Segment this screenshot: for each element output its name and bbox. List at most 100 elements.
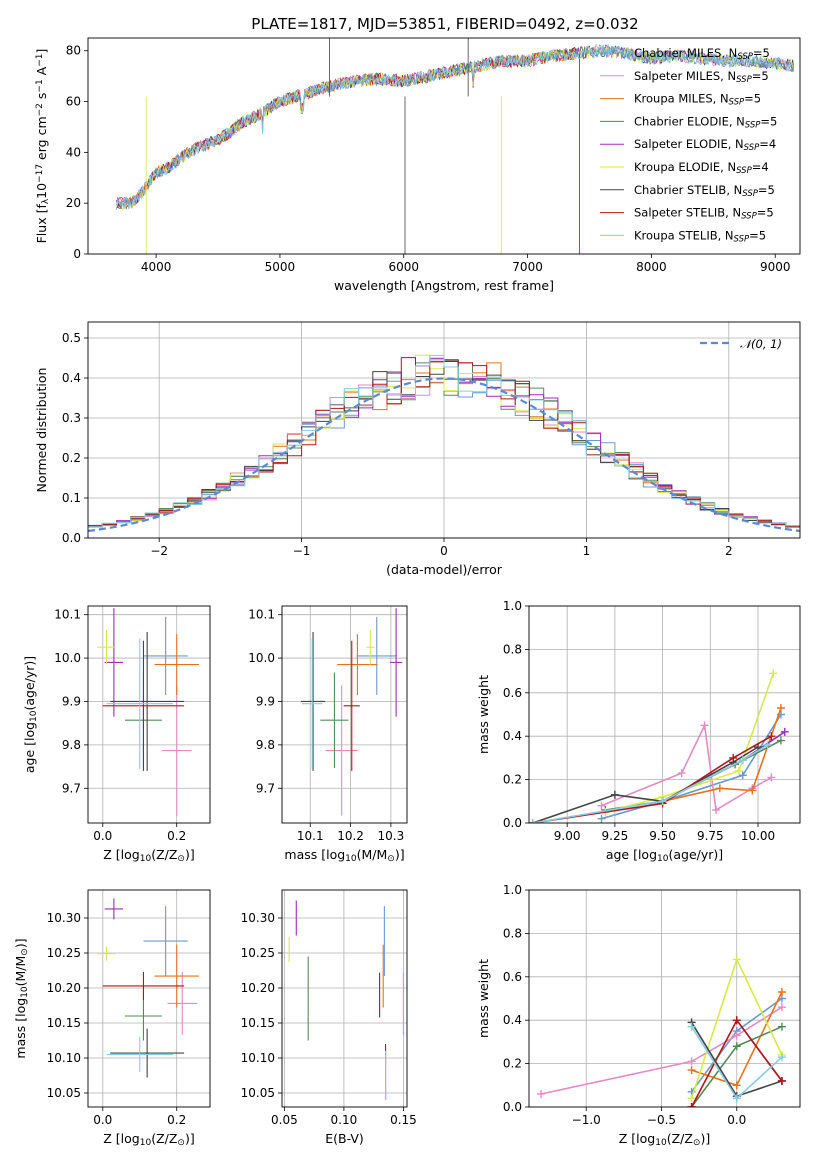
x-axis-label: Z [log10(Z/Z⊙)] <box>103 1131 194 1148</box>
weight-marker <box>537 1089 546 1098</box>
x-tick-label: 0 <box>440 544 448 558</box>
y-tick-label: 10.15 <box>47 1016 81 1030</box>
weight-marker <box>763 740 772 749</box>
panel-age-vs-z: 0.0 0.2 9.7 9.8 9.9 10.0 10.1 Z [log10(Z/Z⊙)] ag… <box>22 605 211 864</box>
legend-label: 𝒩(0, 1) <box>740 337 782 351</box>
weight-marker <box>776 736 785 745</box>
y-axis-label: mass weight <box>476 959 491 1038</box>
x-tick-label: 10.1 <box>297 829 324 843</box>
weight-marker <box>687 1094 696 1103</box>
weight-marker <box>777 987 786 996</box>
legend-label: Salpeter MILES, NSSP=5 <box>634 69 769 85</box>
x-tick-label: 0.0 <box>93 829 112 843</box>
y-tick-label: 0.0 <box>503 816 522 830</box>
x-tick-label: 0.05 <box>271 1113 298 1127</box>
x-tick-label: 9.25 <box>602 829 629 843</box>
x-axis-label: Z [log10(Z/Z⊙)] <box>619 1131 710 1148</box>
x-tick-label: 0.2 <box>167 829 186 843</box>
y-tick-label: 40 <box>66 145 81 159</box>
y-axis-label: Flux [fλ10−17 erg cm−2 s−1 A−1] <box>34 49 51 244</box>
legend-label: Salpeter STELIB, NSSP=5 <box>634 206 774 222</box>
x-tick-label: 5000 <box>265 260 296 274</box>
weight-marker <box>738 771 747 780</box>
legend-label: Kroupa STELIB, NSSP=5 <box>634 228 766 244</box>
y-tick-label: 10.15 <box>241 1016 275 1030</box>
weight-marker <box>687 1057 696 1066</box>
weight-marker <box>732 1031 741 1040</box>
plot-area <box>88 606 210 823</box>
spectrum-line <box>116 45 795 208</box>
y-tick-label: 0.2 <box>503 1057 522 1071</box>
panel-spectrum: 4000 5000 6000 7000 8000 9000 0 20 40 60 80 wavelen… <box>34 37 801 293</box>
axes-frame <box>528 889 801 1108</box>
weight-marker <box>732 1081 741 1090</box>
weight-marker <box>529 819 537 823</box>
panel-age-vs-mass: 10.1 10.2 10.3 9.7 9.8 9.9 10.0 10.1 mass [log10… <box>248 605 408 864</box>
weight-marker <box>748 786 757 795</box>
y-tick-label: 0.1 <box>62 491 81 505</box>
y-axis-label: mass [log10(M/M⊙)] <box>13 938 30 1058</box>
weight-marker <box>597 801 606 810</box>
x-tick-label: −0.5 <box>647 1113 676 1127</box>
x-tick-label: 2 <box>725 544 733 558</box>
y-tick-label: 10.1 <box>54 608 81 622</box>
x-tick-label: 9.75 <box>697 829 724 843</box>
y-tick-label: 10.0 <box>54 651 81 665</box>
x-tick-label: 0.0 <box>93 1113 112 1127</box>
weight-marker <box>777 1053 786 1062</box>
weight-series-line <box>540 1006 783 1095</box>
y-tick-label: 10.05 <box>241 1086 275 1100</box>
y-axis-label: mass weight <box>476 675 491 754</box>
x-tick-label: 4000 <box>141 260 172 274</box>
y-tick-label: 1.0 <box>503 883 522 897</box>
weight-marker <box>777 1022 786 1031</box>
y-tick-label: 80 <box>66 44 81 58</box>
x-tick-label: 9000 <box>760 260 791 274</box>
axes-frame <box>281 605 408 824</box>
y-tick-label: 10.25 <box>241 946 275 960</box>
y-tick-label: 9.7 <box>256 781 275 795</box>
y-tick-label: 0.0 <box>503 1100 522 1114</box>
y-tick-label: 9.8 <box>62 738 81 752</box>
y-tick-label: 20 <box>66 196 81 210</box>
x-tick-label: −1.0 <box>572 1113 601 1127</box>
y-tick-label: 0.4 <box>503 729 522 743</box>
plot-area <box>282 606 407 823</box>
weight-marker <box>715 784 724 793</box>
weight-marker <box>776 703 785 712</box>
y-tick-label: 10.10 <box>241 1051 275 1065</box>
x-tick-label: 7000 <box>512 260 543 274</box>
weight-marker <box>734 766 743 775</box>
weight-series-line <box>532 746 759 823</box>
y-tick-label: 9.9 <box>62 694 81 708</box>
axes-frame <box>87 889 211 1108</box>
legend-label: Chabrier MILES, NSSP=5 <box>634 46 770 62</box>
weight-marker <box>687 1103 696 1107</box>
y-tick-label: 0.2 <box>503 773 522 787</box>
y-tick-label: 10.25 <box>47 946 81 960</box>
weight-marker <box>732 1094 741 1103</box>
weight-marker <box>732 1042 741 1051</box>
y-tick-label: 10.20 <box>47 981 81 995</box>
panel-residuals: −2 −1 0 1 2 0.0 0.1 0.2 0.3 0.4 0.5 (data-model)/er… <box>34 321 801 577</box>
weight-marker <box>777 1003 786 1012</box>
y-tick-label: 0.6 <box>503 686 522 700</box>
x-axis-label: age [log10(age/yr)] <box>606 847 723 864</box>
weight-marker <box>658 797 667 806</box>
y-tick-label: 0.2 <box>62 451 81 465</box>
y-tick-label: 10.0 <box>248 651 275 665</box>
y-tick-label: 10.30 <box>47 911 81 925</box>
x-tick-label: 6000 <box>388 260 419 274</box>
weight-marker <box>712 805 721 814</box>
weight-marker <box>700 721 709 730</box>
y-tick-label: 0.8 <box>503 642 522 656</box>
panel-mass-weight-vs-z: −1.0 −0.5 0.0 0.0 0.2 0.4 0.6 0.8 1.0 Z [log10(Z/… <box>476 883 801 1148</box>
weight-series-line <box>532 735 772 823</box>
x-tick-label: 10.2 <box>337 829 364 843</box>
y-tick-label: 9.7 <box>62 781 81 795</box>
x-tick-label: 9.00 <box>554 829 581 843</box>
y-tick-label: 0.4 <box>503 1013 522 1027</box>
panel-mass-weight-vs-age: 9.00 9.25 9.50 9.75 10.00 0.0 0.2 0.4 0.6 0.8 1.0 a… <box>476 599 801 864</box>
weight-marker <box>597 814 606 823</box>
weight-series-line <box>605 673 775 813</box>
